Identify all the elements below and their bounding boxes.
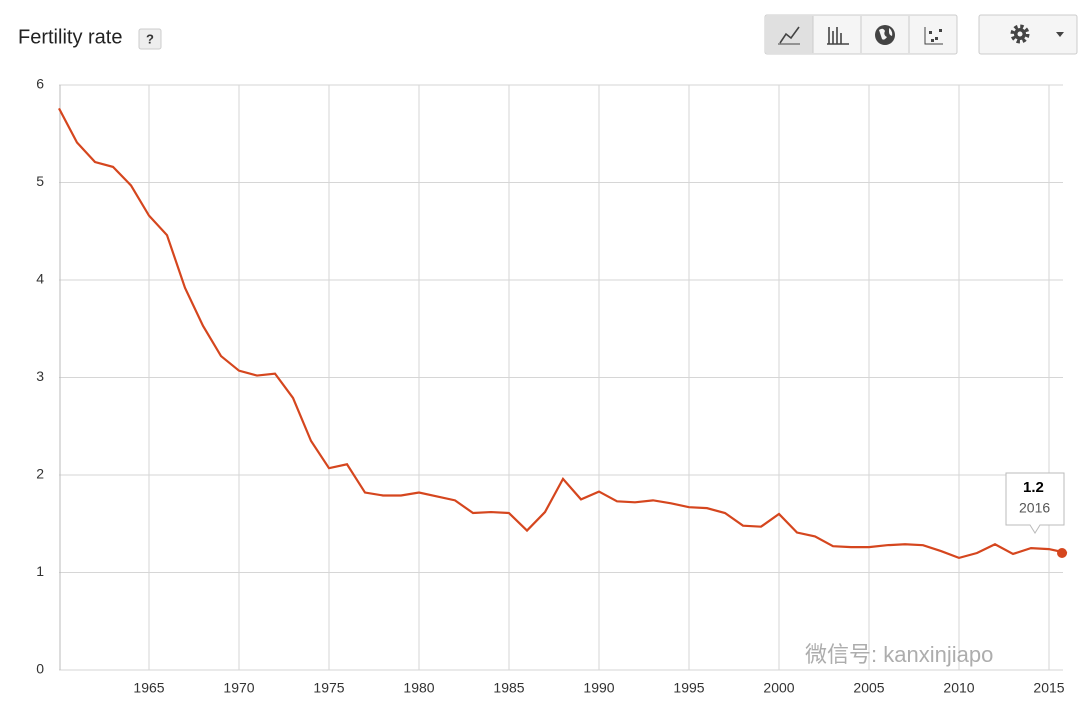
watermark: 微信号: kanxinjiapo bbox=[805, 642, 993, 667]
tooltip-box bbox=[1005, 472, 1065, 534]
scatter-button[interactable] bbox=[910, 16, 957, 53]
chart-title: Fertility rate bbox=[18, 26, 122, 48]
line-chart-button[interactable] bbox=[766, 16, 813, 53]
scatter-axis bbox=[924, 27, 943, 45]
help-button[interactable] bbox=[138, 28, 162, 50]
scatter-dot bbox=[931, 39, 934, 42]
y-tick-label: 2 bbox=[36, 466, 44, 482]
gear-teeth bbox=[1010, 24, 1030, 44]
tooltip-year: 2016 bbox=[1019, 500, 1050, 516]
series-line bbox=[58, 107, 1068, 560]
y-tick-label: 0 bbox=[36, 661, 44, 677]
y-tick-label: 4 bbox=[36, 271, 44, 287]
scatter-dot bbox=[935, 37, 938, 40]
dropdown-arrow bbox=[1056, 32, 1064, 37]
globe-land bbox=[879, 28, 893, 40]
x-tick-label: 1985 bbox=[493, 680, 524, 696]
x-tick-label: 2000 bbox=[763, 680, 794, 696]
help-label: ? bbox=[146, 31, 154, 46]
end-point bbox=[1057, 548, 1067, 558]
x-tick-label: 1995 bbox=[673, 680, 704, 696]
x-tick-label: 2010 bbox=[943, 680, 974, 696]
y-tick-label: 3 bbox=[36, 368, 44, 384]
gear-hole bbox=[1017, 31, 1023, 37]
x-tick-label: 1990 bbox=[583, 680, 614, 696]
tooltip-value: 1.2 bbox=[1023, 479, 1044, 496]
scatter-dot bbox=[929, 31, 932, 34]
y-tick-label: 6 bbox=[36, 76, 44, 92]
line-icon bbox=[779, 26, 800, 44]
x-tick-label: 2005 bbox=[853, 680, 884, 696]
toolbar bbox=[764, 14, 1078, 55]
scatter-dot bbox=[939, 29, 942, 32]
x-tick-label: 2015 bbox=[1033, 680, 1064, 696]
x-tick-label: 1975 bbox=[313, 680, 344, 696]
bar-icon bbox=[827, 27, 849, 45]
y-tick-label: 5 bbox=[36, 173, 44, 189]
x-tick-label: 1965 bbox=[133, 680, 164, 696]
y-tick-label: 1 bbox=[36, 563, 44, 579]
x-tick-label: 1970 bbox=[223, 680, 254, 696]
x-tick-label: 1980 bbox=[403, 680, 434, 696]
